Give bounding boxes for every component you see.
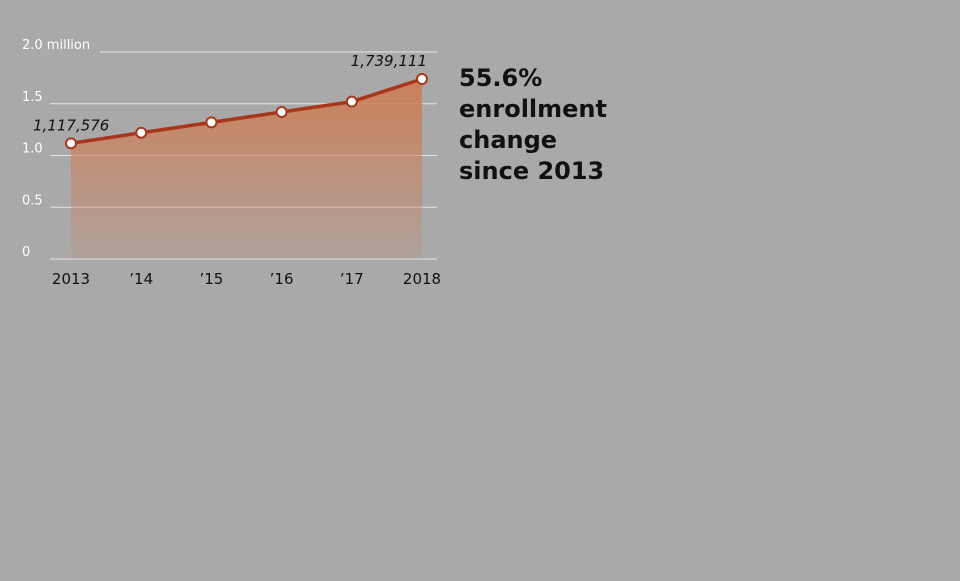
- y-tick-label: 1.0: [22, 142, 43, 157]
- y-tick-label: 0: [22, 245, 30, 260]
- point: [416, 73, 428, 86]
- point: [135, 126, 148, 139]
- x-tick-label: ’17: [340, 270, 364, 288]
- y-tick-label: 2.0 million: [22, 38, 90, 53]
- y-tick-label: 1.5: [22, 90, 43, 105]
- point: [275, 106, 288, 119]
- value-label: 1,739,111: [351, 52, 427, 70]
- value-label: 1,117,576: [33, 116, 109, 134]
- line: [70, 77, 423, 146]
- point: [345, 95, 358, 108]
- x-tick-label: ’16: [270, 270, 294, 288]
- x-tick-label: 2018: [403, 270, 441, 288]
- x-tick-label: ’15: [199, 270, 223, 288]
- point: [205, 116, 218, 129]
- area: [71, 79, 422, 259]
- annotation: since 2013: [459, 157, 604, 185]
- x-tick-label: ’14: [129, 270, 153, 288]
- annotation: 55.6%: [459, 64, 542, 92]
- y-tick-label: 0.5: [22, 193, 43, 208]
- x-tick-label: 2013: [52, 270, 90, 288]
- point: [65, 137, 77, 150]
- annotation: change: [459, 126, 557, 154]
- annotation: enrollment: [459, 95, 607, 123]
